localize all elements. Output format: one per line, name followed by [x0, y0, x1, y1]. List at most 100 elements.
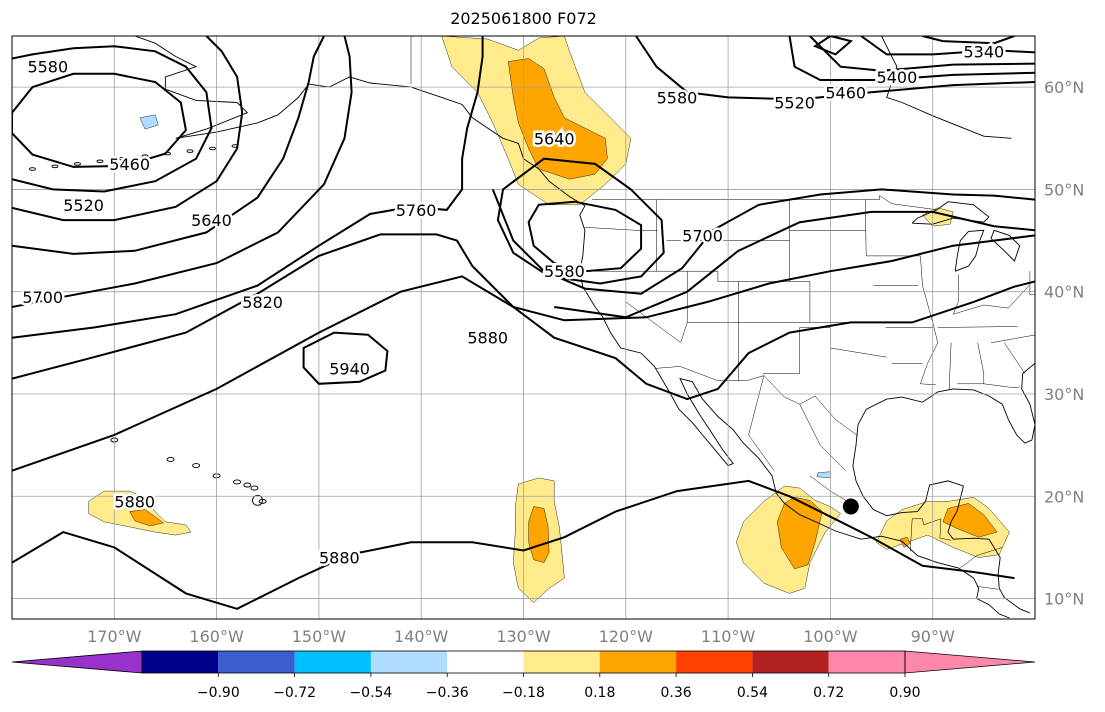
colorbar-segment	[599, 651, 677, 673]
anomaly-dark-west	[129, 509, 164, 527]
island-2	[243, 482, 252, 488]
lon-tick-label: 120°W	[599, 627, 654, 646]
border-tx-nm	[762, 327, 800, 374]
lon-tick-label: 160°W	[189, 627, 244, 646]
border-oh-river	[953, 285, 1030, 315]
contour-5640-closed	[496, 157, 665, 285]
border-mexico-states-1	[748, 375, 775, 471]
colorbar-segment	[676, 651, 753, 673]
state-border-layer	[410, 36, 1035, 590]
anomaly-dark-bc	[507, 58, 608, 180]
aleutian-islet-2	[74, 162, 81, 166]
coastline-layer	[29, 36, 1035, 619]
aleutian-islet-5	[141, 154, 149, 158]
map-title: 2025061800 F072	[450, 9, 597, 28]
contour-label: 5520	[63, 196, 104, 215]
coast-michigan	[954, 229, 985, 272]
lat-tick-label: 50°N	[1044, 180, 1084, 199]
contour-label: 5580	[657, 88, 698, 107]
contour-label: 5580	[544, 262, 585, 281]
colorbar-segment	[447, 651, 524, 673]
contour-5400-ne	[860, 36, 1035, 56]
longitude-ticks: 170°W 160°W 150°W 140°W 130°W 120°W 110°W 100°W…	[87, 627, 955, 646]
border-ut-co	[717, 271, 811, 323]
lon-tick-label: 150°W	[292, 627, 347, 646]
border-mississippi-r	[920, 255, 939, 386]
border-pa	[1029, 271, 1035, 296]
anomaly-dark-camerica-2	[899, 536, 911, 548]
colorbar-segment	[218, 651, 295, 673]
aleutian-islet-0	[29, 167, 36, 171]
border-us-mexico	[655, 366, 859, 437]
border-wa-or	[584, 227, 658, 231]
contour-5880-north	[12, 275, 1035, 472]
island-6	[192, 463, 201, 469]
coast-alaska	[134, 36, 1010, 619]
lat-tick-label: 60°N	[1044, 78, 1084, 97]
contour-label: 5700	[22, 288, 63, 307]
border-guatemala-honduras	[939, 518, 952, 541]
lon-tick-label: 130°W	[496, 627, 551, 646]
border-mexico-guatemala	[909, 518, 941, 552]
contour-label: 5460	[109, 155, 150, 174]
contour-5580-ne	[635, 36, 1035, 101]
lon-tick-label: 110°W	[701, 627, 756, 646]
colorbar-tick-label: −0.18	[502, 685, 545, 701]
contour-5700-closed	[491, 188, 1035, 295]
lat-tick-label: 10°N	[1044, 590, 1084, 609]
contour-label: 5400	[877, 68, 918, 87]
colorbar-tick-label: −0.36	[426, 685, 469, 701]
colorbar-segment	[523, 651, 600, 673]
contour-5940	[302, 331, 389, 385]
anomaly-blue-aleutian	[139, 114, 159, 130]
contour-label: 5940	[329, 359, 370, 378]
contour-5460-closed	[12, 72, 187, 168]
border-us-canada	[592, 195, 938, 211]
border-ms-al	[948, 342, 952, 390]
contour-5880-south	[12, 479, 1015, 610]
lon-tick-label: 100°W	[803, 627, 858, 646]
border-tn-ky	[937, 326, 1018, 328]
border-ga-sc	[1004, 342, 1026, 374]
colorbar-segment	[828, 651, 905, 673]
colorbar-tick-label: 0.36	[661, 685, 692, 701]
border-il-in	[952, 274, 959, 315]
contour-5460-ne	[809, 36, 1035, 72]
colorbar-tick-label: 0.54	[737, 685, 768, 701]
contour-label: 5880	[319, 549, 360, 568]
aleutian-islet-8	[209, 146, 216, 151]
anomaly-dark-mexico	[776, 497, 823, 570]
colorbar-segment	[294, 651, 371, 673]
anomaly-dark-130w	[528, 506, 550, 563]
border-mn-west	[864, 199, 921, 257]
aleutian-islet-4	[119, 156, 126, 161]
contour-5580	[12, 36, 244, 222]
border-nc-va	[990, 334, 1035, 344]
colorbar-extend-min	[11, 650, 143, 674]
contour-label: 5640	[191, 211, 232, 230]
marker-layer	[842, 498, 859, 515]
contour-5760	[12, 36, 484, 339]
contour-label-layer: 5880 5880 5940 5880 5820 5700 5640 5520 5460 5580…	[20, 40, 1007, 570]
lat-tick-label: 30°N	[1044, 385, 1084, 404]
colorbar-tick-label: −0.90	[197, 685, 240, 701]
height-contour-layer	[12, 36, 1035, 610]
coast-hudson	[881, 36, 1012, 139]
contour-5520-ne	[788, 36, 1035, 81]
map-frame	[11, 35, 1036, 620]
colorbar-segment	[142, 651, 219, 673]
contour-5760-east	[554, 210, 1035, 319]
contour-5520	[12, 45, 213, 193]
contour-5640	[12, 36, 325, 255]
colorbar-tick-label: 0.72	[813, 685, 844, 701]
contour-5700	[12, 36, 353, 308]
contour-5460-ne-closed	[812, 36, 854, 56]
border-al-ga	[977, 342, 985, 384]
colorbar-segment	[370, 651, 448, 673]
colorbar-tick-label: −0.54	[349, 685, 392, 701]
contour-label: 5820	[242, 293, 283, 312]
anomaly-blue-mexico	[816, 471, 831, 479]
contour-label: 5880	[114, 492, 155, 511]
colorbar-tick-label: 0.18	[584, 685, 615, 701]
